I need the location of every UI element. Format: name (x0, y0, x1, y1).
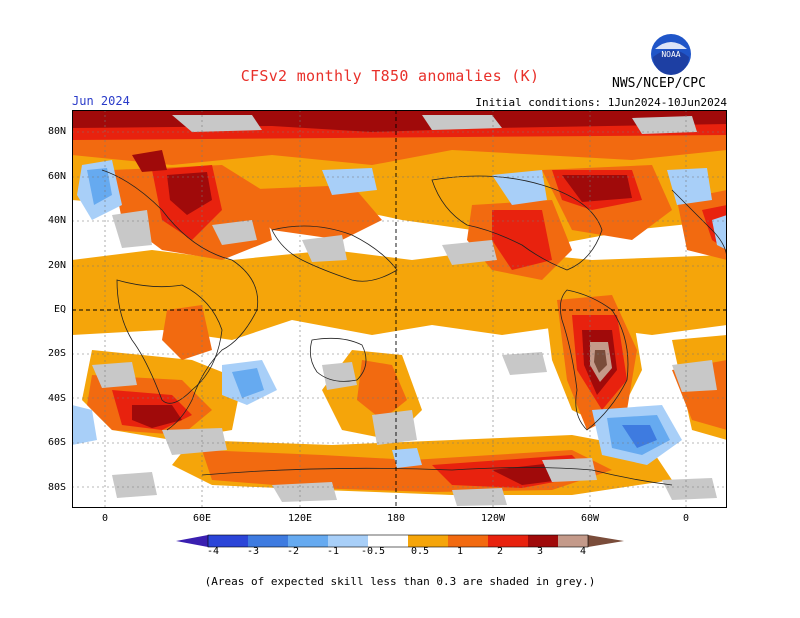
colorbar-cell (368, 535, 408, 547)
extreme-warm-core (594, 350, 607, 373)
colorbar-cell (488, 535, 528, 547)
lat-label: 80S (47, 482, 66, 493)
colorbar-label: 0.5 (410, 546, 430, 557)
colorbar-label: 3 (536, 546, 544, 557)
noaa-logo-icon: NOAA (651, 34, 691, 75)
colorbar-cell (176, 535, 208, 547)
anomaly-map (72, 110, 727, 508)
low-skill-regions (92, 115, 717, 506)
lat-label: 20S (47, 348, 66, 359)
colorbar-label: 4 (579, 546, 587, 557)
colorbar-cell (448, 535, 488, 547)
initial-conditions: Initial conditions: 1Jun2024-10Jun2024 (475, 96, 727, 109)
map-frame (72, 110, 727, 508)
colorbar (176, 534, 624, 548)
lon-label: 180 (386, 513, 406, 524)
lon-label: 60E (192, 513, 212, 524)
org-label: NWS/NCEP/CPC (612, 76, 706, 91)
lat-label: 80N (47, 126, 66, 137)
colorbar-label: -2 (286, 546, 300, 557)
colorbar-label: -3 (246, 546, 260, 557)
colorbar-label: 2 (496, 546, 504, 557)
colorbar-cell (528, 535, 558, 547)
colorbar-label: -4 (206, 546, 220, 557)
lon-label: 60W (580, 513, 600, 524)
colorbar-cell (328, 535, 368, 547)
lon-label: 0 (682, 513, 690, 524)
lon-label: 0 (101, 513, 109, 524)
skill-note: (Areas of expected skill less than 0.3 a… (204, 575, 596, 588)
lon-label: 120W (480, 513, 506, 524)
lat-label: 60S (47, 437, 66, 448)
colorbar-cell (588, 535, 624, 547)
colorbar-cell (248, 535, 288, 547)
colorbar-cell (558, 535, 588, 547)
colorbar-cell (288, 535, 328, 547)
logo-text: NOAA (661, 50, 680, 59)
colorbar-label: -1 (326, 546, 340, 557)
colorbar-cell (208, 535, 248, 547)
lat-label: EQ (53, 304, 66, 315)
forecast-month: Jun 2024 (72, 94, 130, 108)
graticule (72, 110, 727, 508)
colorbar-label: 1 (456, 546, 464, 557)
coastlines (101, 169, 727, 486)
colorbar-label: -0.5 (360, 546, 386, 557)
colorbar-cell (408, 535, 448, 547)
lat-label: 20N (47, 260, 66, 271)
lon-label: 120E (287, 513, 313, 524)
map-title: CFSv2 monthly T850 anomalies (K) (240, 67, 540, 85)
lat-label: 60N (47, 171, 66, 182)
lat-label: 40S (47, 393, 66, 404)
lat-label: 40N (47, 215, 66, 226)
cold-regions (72, 160, 727, 468)
